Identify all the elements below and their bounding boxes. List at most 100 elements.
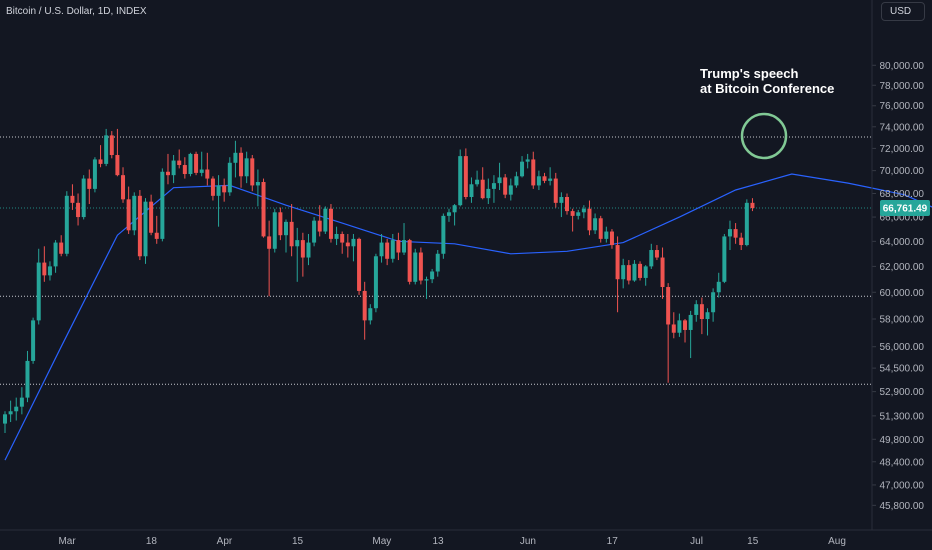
candle-body: [137, 195, 142, 257]
candle-body: [621, 265, 626, 280]
candle: [98, 145, 103, 168]
candle: [182, 157, 187, 179]
y-tick-label: 45,800.00: [880, 501, 925, 512]
candle: [289, 204, 294, 257]
candle: [716, 272, 721, 298]
annotation-line-1: Trump's speech: [700, 66, 799, 81]
candle: [705, 308, 710, 336]
x-tick-label: 18: [146, 536, 158, 547]
candle-body: [53, 242, 58, 267]
candle: [446, 208, 451, 222]
candle: [177, 149, 182, 169]
candle: [604, 226, 609, 243]
candle-body: [660, 257, 665, 288]
candle: [677, 313, 682, 337]
candle: [385, 238, 390, 266]
candle: [42, 246, 47, 282]
candle: [654, 245, 659, 261]
candle-body: [121, 175, 126, 200]
candle-body: [92, 159, 97, 189]
candle-body: [199, 169, 204, 173]
candle: [621, 258, 626, 289]
candle-body: [70, 195, 75, 203]
candle-body: [677, 320, 682, 333]
candle-body: [548, 178, 553, 181]
y-tick-label: 49,800.00: [880, 435, 925, 446]
candle: [14, 397, 19, 421]
candle: [593, 213, 598, 234]
horizontal-levels: [0, 136, 872, 385]
candle-body: [227, 162, 232, 193]
candle-body: [182, 165, 187, 175]
candle: [194, 151, 199, 176]
candle-body: [222, 185, 227, 193]
candle: [609, 229, 614, 249]
candle: [699, 297, 704, 335]
candle-body: [284, 221, 288, 236]
candle-body: [643, 266, 648, 278]
candle: [598, 215, 603, 243]
candle-body: [727, 229, 732, 237]
x-tick-label: Mar: [58, 536, 76, 547]
candle-body: [109, 135, 114, 156]
candle: [171, 155, 176, 184]
candle-body: [553, 178, 558, 203]
candle: [486, 178, 491, 205]
candle: [570, 208, 575, 232]
candle: [711, 288, 716, 322]
candle: [727, 220, 732, 251]
y-tick-label: 54,500.00: [880, 364, 925, 375]
candle: [81, 175, 86, 220]
candle-body: [216, 185, 221, 196]
candle: [643, 265, 648, 286]
candle: [137, 190, 142, 261]
y-tick-label: 56,000.00: [880, 342, 925, 353]
candle-body: [491, 183, 496, 189]
candle: [199, 151, 204, 177]
candle-body: [31, 320, 36, 361]
candle-body: [64, 195, 69, 254]
y-tick-label: 51,300.00: [880, 411, 925, 422]
candle: [542, 172, 547, 184]
annotation-text: Trump's speech at Bitcoin Conference: [700, 66, 834, 96]
candle: [475, 170, 480, 187]
candle: [565, 193, 569, 215]
currency-button[interactable]: USD: [881, 2, 925, 21]
candle: [59, 235, 64, 257]
candle: [121, 167, 126, 203]
x-tick-label: May: [372, 536, 391, 547]
candle: [160, 168, 165, 242]
candle: [750, 198, 755, 212]
candle: [441, 213, 446, 259]
y-tick-label: 74,000.00: [880, 122, 925, 133]
candle: [688, 310, 693, 359]
candle: [188, 152, 193, 177]
candle-body: [649, 250, 654, 267]
candle-body: [165, 171, 170, 176]
candle: [548, 167, 553, 186]
candle-body: [463, 156, 468, 197]
candle-body: [194, 153, 199, 173]
candle: [36, 248, 41, 325]
last-price-bg: [880, 200, 930, 217]
candle: [104, 128, 109, 167]
candle-body: [593, 218, 598, 231]
y-tick-label: 68,000.00: [880, 189, 925, 200]
candle: [576, 209, 581, 220]
y-tick-label: 52,900.00: [880, 387, 925, 398]
y-tick-label: 76,000.00: [880, 101, 925, 112]
candle: [581, 205, 586, 219]
candle: [115, 128, 120, 177]
candle: [525, 153, 530, 169]
candle-body: [711, 292, 716, 313]
candle-body: [576, 212, 581, 216]
candle: [559, 192, 564, 218]
candle-body: [446, 212, 451, 216]
candle: [373, 253, 378, 313]
candle-body: [87, 178, 92, 189]
candle: [340, 231, 345, 254]
candle-body: [604, 231, 609, 239]
candle: [323, 206, 328, 234]
candle-body: [638, 263, 643, 278]
